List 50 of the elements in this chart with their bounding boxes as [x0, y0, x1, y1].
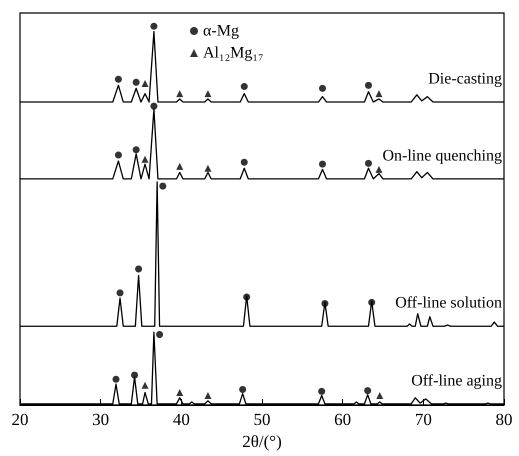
point — [375, 166, 382, 173]
x-tick-label: 30 — [92, 410, 110, 429]
point — [364, 387, 372, 394]
point — [159, 182, 166, 190]
point — [240, 158, 248, 166]
point — [132, 78, 140, 86]
x-tick-label: 20 — [12, 410, 28, 429]
point — [112, 376, 120, 383]
point — [204, 164, 212, 172]
point — [142, 156, 149, 163]
point — [176, 389, 184, 396]
point — [131, 372, 138, 379]
x-tick-label: 60 — [334, 410, 352, 429]
point — [318, 388, 326, 395]
point — [132, 146, 140, 154]
point — [368, 298, 376, 306]
point — [135, 266, 142, 273]
point — [240, 82, 248, 90]
point — [204, 392, 212, 400]
point — [176, 90, 184, 98]
x-axis-title: 2θ/(°) — [242, 432, 282, 451]
x-tick-label: 70 — [414, 410, 432, 429]
point — [375, 90, 382, 98]
point — [321, 300, 328, 307]
series-label: Off-line aging — [411, 372, 502, 390]
point — [142, 382, 149, 389]
point — [319, 160, 326, 168]
point — [204, 90, 212, 98]
legend-label: Al₁₂Mg₁₇ — [203, 44, 264, 62]
point — [114, 76, 122, 83]
series-label: On-line quenching — [382, 147, 502, 164]
point — [176, 162, 184, 170]
point — [114, 152, 122, 159]
series-label: Off-line solution — [395, 294, 502, 312]
point — [376, 392, 384, 400]
legend-label: α-Mg — [203, 22, 239, 40]
point — [150, 22, 158, 30]
point — [364, 82, 372, 89]
x-tick-label: 80 — [496, 410, 512, 429]
series-label: Die-casting — [428, 70, 502, 88]
point — [319, 84, 326, 92]
point — [150, 102, 158, 110]
x-tick-label: 40 — [172, 410, 190, 429]
point — [239, 386, 246, 393]
point — [243, 294, 250, 301]
point — [156, 331, 164, 338]
x-tick-label: 50 — [254, 410, 270, 429]
point — [142, 80, 149, 87]
point — [364, 160, 372, 167]
point — [116, 289, 124, 296]
